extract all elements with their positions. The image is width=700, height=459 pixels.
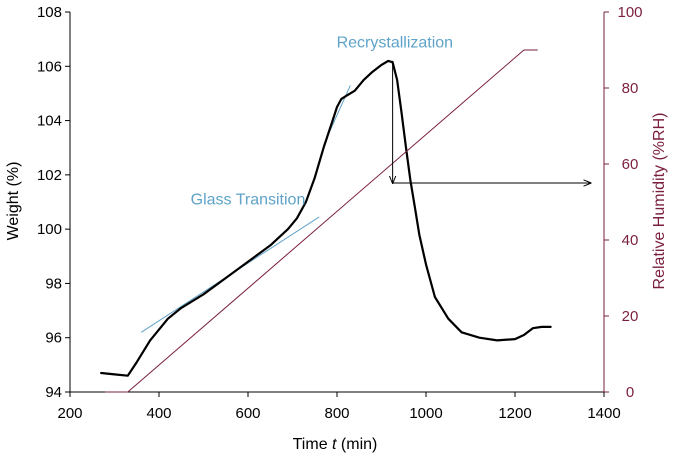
y-tick-label: 106: [37, 58, 62, 75]
rh-series-line: [105, 49, 538, 393]
plot-area: [100, 49, 552, 393]
y-tick-label: 102: [37, 167, 62, 184]
y-tick-label: 96: [45, 330, 62, 347]
x-tick-label: 1400: [587, 405, 620, 422]
y-axis-title: Weight (%): [5, 162, 22, 241]
y2-tick-label: 80: [622, 80, 639, 97]
annotation-label: Recrystallization: [337, 34, 453, 51]
x-axis-title: Time t (min): [293, 436, 378, 453]
weight-series-line: [100, 59, 552, 377]
y2-tick-label: 100: [617, 4, 642, 21]
x-tick-label: 800: [324, 405, 349, 422]
y-tick-label: 108: [37, 4, 62, 21]
y2-tick-label: 60: [622, 156, 639, 173]
annotations: Glass Transition Recrystallization: [191, 34, 591, 209]
y-tick-label: 100: [37, 221, 62, 238]
annotation-label: Glass Transition: [191, 192, 306, 209]
y-tick-label: 94: [45, 384, 62, 401]
axes: 200 400 600 800 1000 1200 14009496981001021041…: [37, 4, 643, 422]
y2-tick-label: 40: [622, 232, 639, 249]
x-tick-label: 200: [57, 405, 82, 422]
x-tick-label: 400: [146, 405, 171, 422]
y-tick-label: 104: [37, 113, 62, 130]
x-tick-label: 1000: [409, 405, 442, 422]
x-axis-title-suffix: (min): [336, 436, 377, 453]
x-axis-title-var: t: [332, 436, 337, 453]
x-axis-title-prefix: Time: [293, 436, 332, 453]
y2-axis-title: Relative Humidity (%RH): [651, 113, 668, 290]
y2-tick-label: 20: [622, 308, 639, 325]
x-tick-label: 600: [235, 405, 260, 422]
y2-tick-label: 0: [626, 384, 634, 401]
x-tick-label: 1200: [498, 405, 531, 422]
y-tick-label: 98: [45, 275, 62, 292]
